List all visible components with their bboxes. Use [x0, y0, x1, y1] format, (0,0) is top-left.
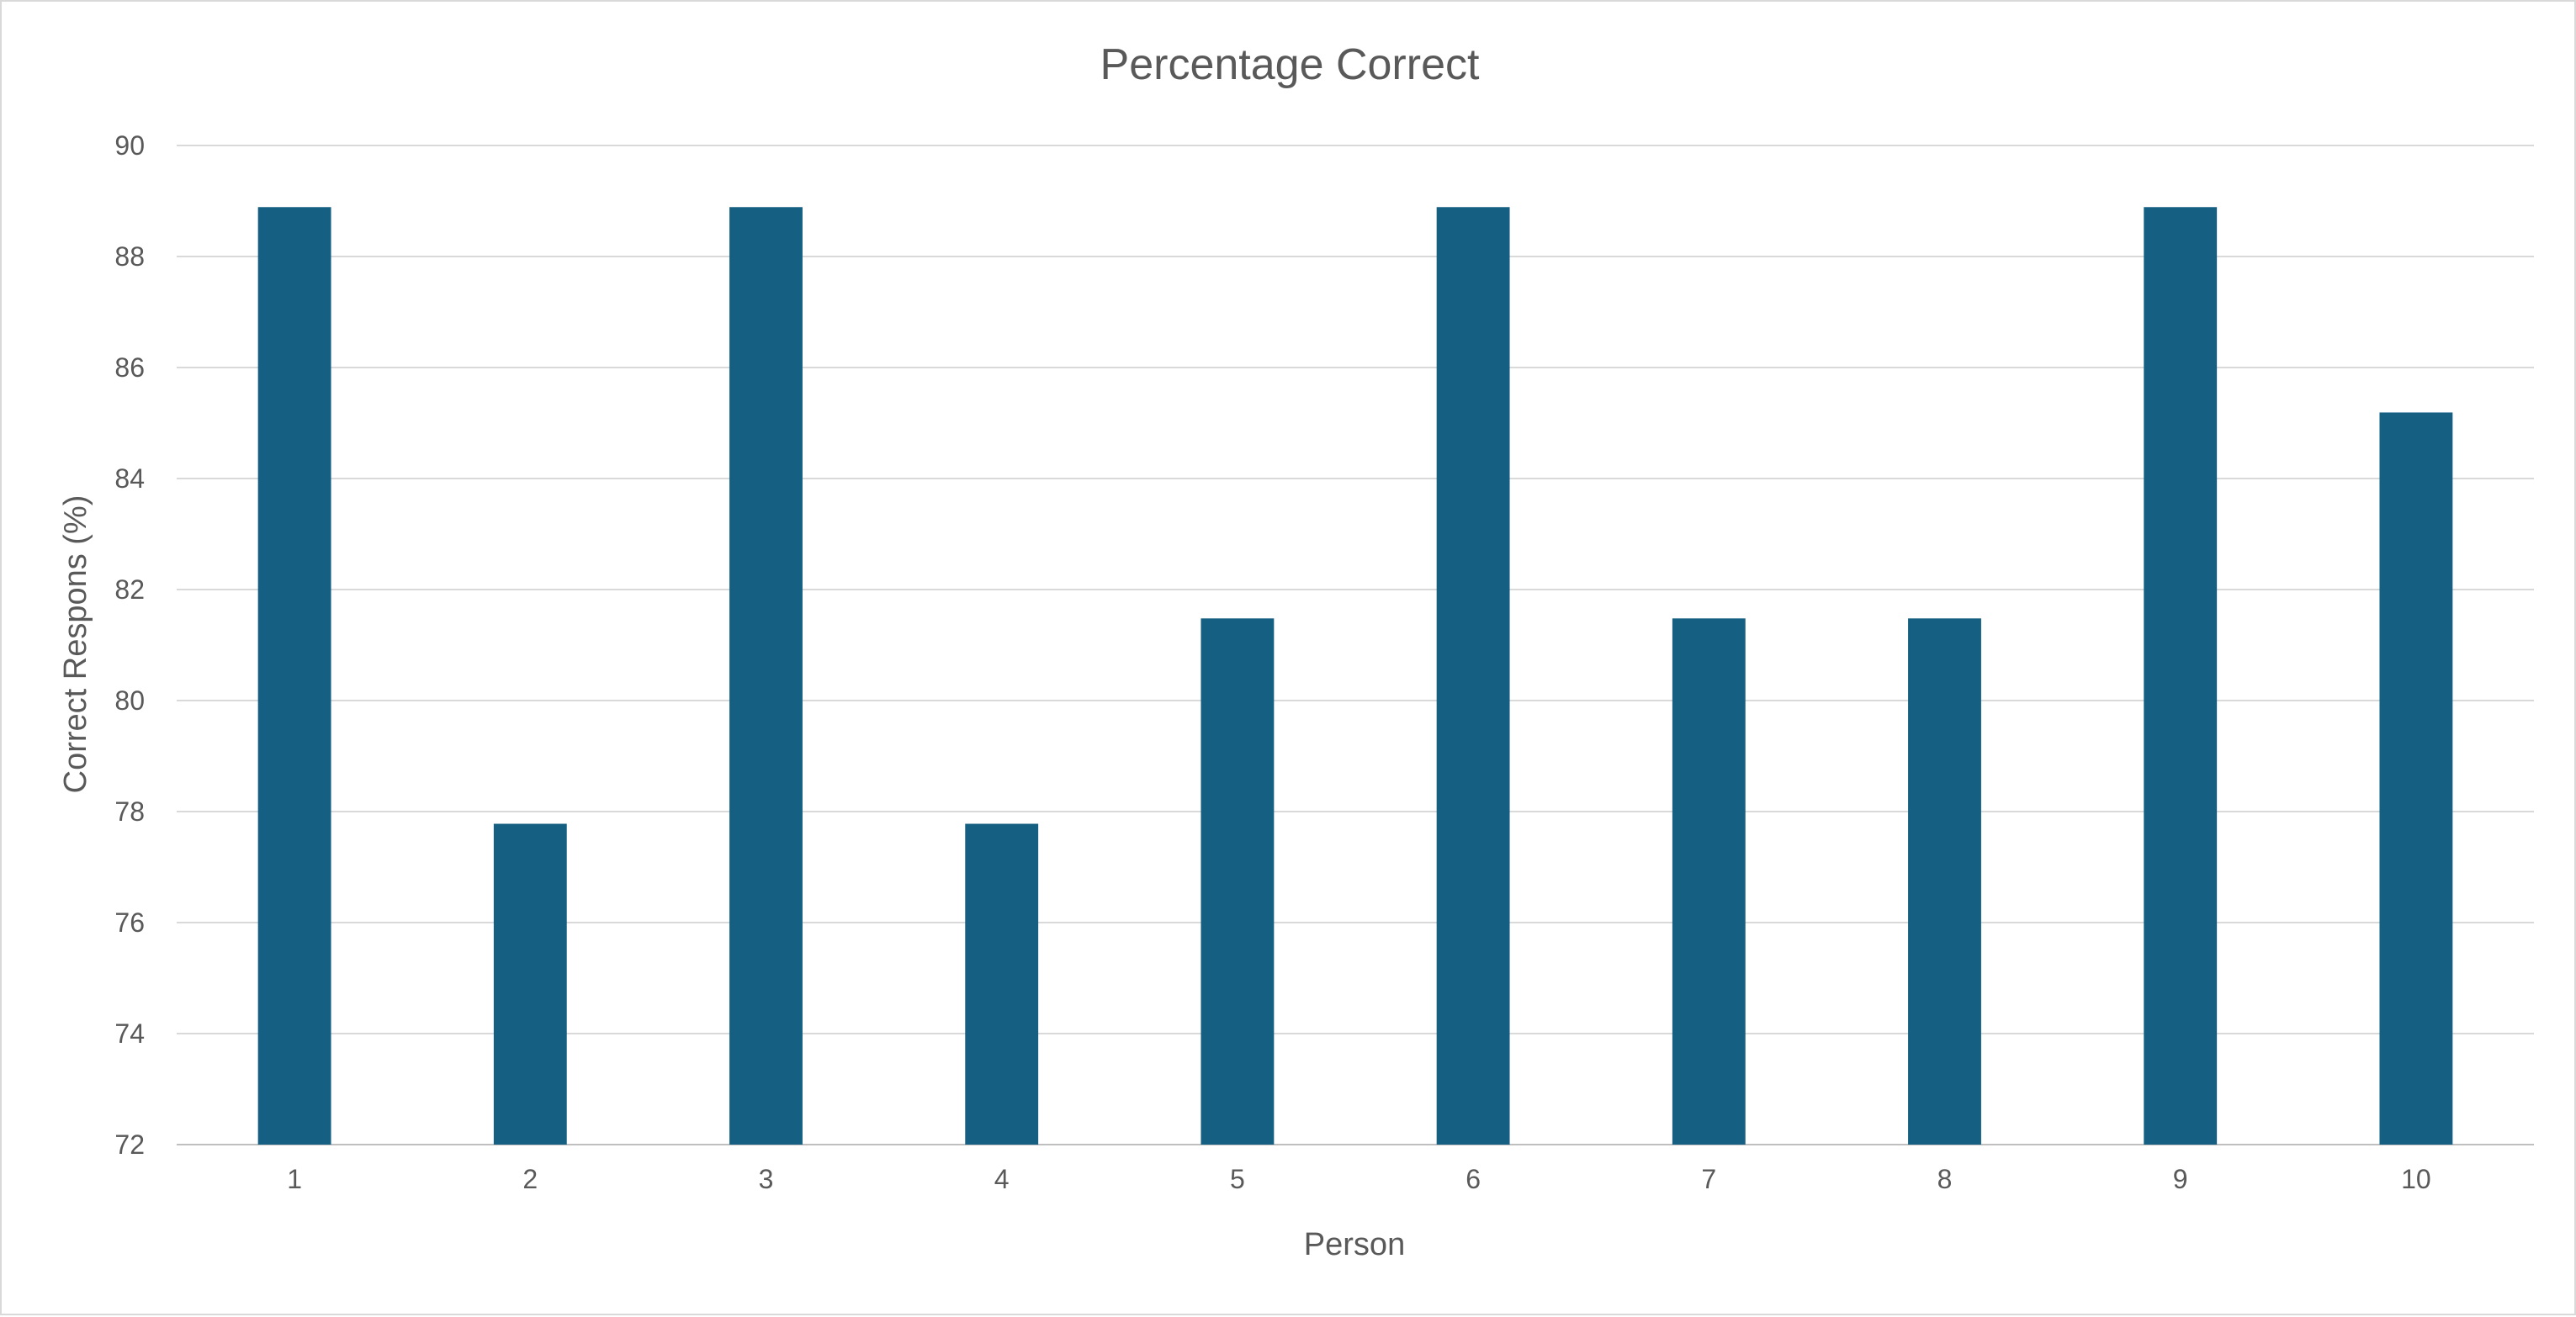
- x-tick-label: 1: [287, 1164, 302, 1194]
- x-tick-labels: 1 2 3 4 5 6 7 8 9 10: [287, 1164, 2430, 1194]
- bar-person-1: [257, 207, 331, 1145]
- x-tick-label: 8: [1937, 1164, 1953, 1194]
- x-tick-label: 6: [1466, 1164, 1481, 1194]
- y-tick-label: 72: [114, 1129, 145, 1160]
- x-tick-label: 7: [1701, 1164, 1716, 1194]
- bar-person-3: [729, 207, 803, 1145]
- y-tick-label: 86: [114, 352, 145, 383]
- bar-person-10: [2379, 412, 2453, 1145]
- x-axis-title: Person: [1304, 1227, 1405, 1262]
- bar-person-7: [1672, 618, 1746, 1145]
- bar-series: [257, 207, 2453, 1145]
- y-axis-title: Correct Respons (%): [58, 495, 93, 794]
- y-tick-label: 76: [114, 907, 145, 938]
- y-tick-label: 88: [114, 241, 145, 272]
- bar-person-5: [1201, 618, 1275, 1145]
- y-tick-label: 90: [114, 130, 145, 161]
- bar-person-2: [493, 823, 567, 1145]
- bar-person-4: [965, 823, 1039, 1145]
- bar-person-9: [2144, 207, 2218, 1145]
- y-tick-label: 80: [114, 685, 145, 716]
- x-tick-label: 4: [994, 1164, 1010, 1194]
- y-tick-labels: 72 74 76 78 80 82 84 86 88 90: [114, 130, 145, 1160]
- bar-person-6: [1436, 207, 1510, 1145]
- y-tick-label: 78: [114, 796, 145, 827]
- x-tick-label: 2: [522, 1164, 538, 1194]
- bar-person-8: [1908, 618, 1981, 1145]
- x-tick-label: 10: [2401, 1164, 2431, 1194]
- x-tick-label: 5: [1230, 1164, 1245, 1194]
- x-tick-label: 9: [2173, 1164, 2188, 1194]
- gridlines: [177, 145, 2534, 1145]
- y-tick-label: 84: [114, 463, 145, 494]
- y-tick-label: 74: [114, 1018, 145, 1049]
- x-tick-label: 3: [759, 1164, 774, 1194]
- chart-title: Percentage Correct: [1100, 40, 1480, 89]
- y-tick-label: 82: [114, 574, 145, 605]
